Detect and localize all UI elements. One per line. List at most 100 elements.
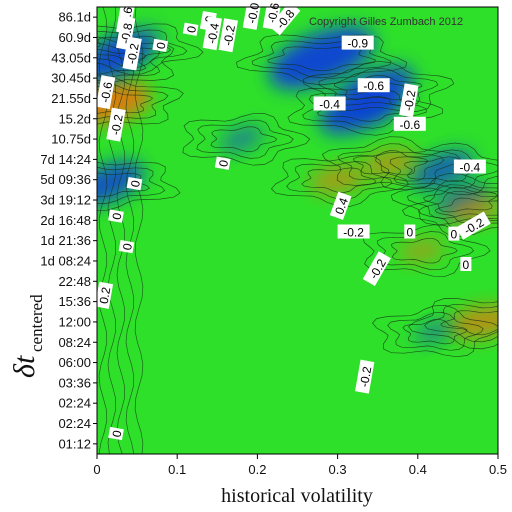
- contour-line: [125, 7, 135, 454]
- copyright-note: Copyright Gilles Zumbach 2012: [309, 16, 463, 28]
- contour-label: 0: [460, 257, 472, 272]
- svg-text:-0.6: -0.6: [363, 79, 384, 93]
- y-tick-label: 03:36: [58, 375, 91, 390]
- contour-line: [376, 231, 475, 271]
- svg-text:0: 0: [154, 41, 169, 50]
- contour-label: -0.6: [95, 75, 115, 110]
- contour-line: [97, 23, 204, 75]
- svg-text:0: 0: [406, 226, 413, 240]
- contour-line: [389, 149, 498, 189]
- y-tick-label: 5d 09:36: [40, 172, 91, 187]
- contour-line: [401, 184, 498, 237]
- contour-label: 0: [108, 426, 125, 441]
- contour-line: [134, 7, 144, 454]
- y-tick-label: 15:36: [58, 294, 91, 309]
- svg-text:-0.6: -0.6: [399, 118, 420, 132]
- y-tick-label: 7d 14:24: [40, 152, 91, 167]
- svg-text:-0.2: -0.2: [401, 89, 418, 112]
- heatmap-feature-6: [448, 305, 498, 339]
- x-tick-label: 0.2: [248, 462, 266, 477]
- y-axis-label-sub: centered: [27, 294, 46, 352]
- svg-text:-0.2: -0.2: [343, 226, 364, 240]
- contour-line: [440, 310, 498, 336]
- y-tick-label: 2d 16:48: [40, 213, 91, 228]
- y-tick-label: 30.45d: [51, 71, 91, 86]
- contour-line: [352, 150, 429, 176]
- x-axis: 0 0.1 0.2 0.3 0.4 0.5: [93, 454, 507, 477]
- contour-label: -0.2: [355, 359, 374, 394]
- svg-text:0: 0: [120, 242, 135, 251]
- contour-line: [235, 34, 408, 86]
- contour-line: [423, 186, 498, 213]
- contour-label: 0: [152, 38, 169, 53]
- contour-line: [418, 190, 498, 231]
- y-axis-label-main: δt: [8, 355, 41, 378]
- svg-text:0: 0: [216, 159, 231, 168]
- y-tick-label: 01:12: [58, 436, 91, 451]
- contour-label: -0.2: [122, 36, 142, 71]
- contour-line: [286, 161, 393, 200]
- contour-line: [321, 136, 461, 188]
- y-tick-label: 1d 08:24: [40, 253, 91, 268]
- contour-label: 0: [118, 239, 135, 254]
- y-tick-label: 08:24: [58, 335, 91, 350]
- contour-label: 0: [448, 226, 460, 242]
- contour-label: -0.2: [218, 18, 238, 53]
- heatmap-feature-15: [414, 319, 454, 345]
- x-tick-label: 0.4: [409, 462, 427, 477]
- plot-frame: [96, 6, 499, 455]
- contour-label: 0: [108, 209, 125, 223]
- contour-label: -0.2: [106, 107, 126, 142]
- svg-text:-0.4: -0.4: [205, 22, 222, 45]
- contour-line: [97, 29, 188, 68]
- y-tick-label: 21.55d: [51, 91, 91, 106]
- x-tick-label: 0.3: [329, 462, 347, 477]
- contour-line: [116, 7, 126, 454]
- contour-line: [97, 82, 169, 120]
- heatmap-feature-9: [361, 149, 418, 178]
- contour-line: [97, 49, 147, 75]
- contour-label: -0.2: [399, 83, 419, 118]
- contour-line: [402, 318, 468, 345]
- y-tick-label: 60.9d: [58, 30, 91, 45]
- contour-line: [406, 179, 498, 219]
- contour-label: -0.2: [337, 224, 370, 240]
- svg-text:-0.2: -0.2: [221, 24, 238, 47]
- svg-text:-0.2: -0.2: [124, 42, 141, 65]
- y-tick-label: 22:48: [58, 274, 91, 289]
- contour-line: [390, 172, 498, 226]
- contour-line: [301, 167, 377, 193]
- svg-text:-0.4: -0.4: [460, 161, 481, 175]
- svg-text:-0.2: -0.2: [357, 365, 374, 388]
- contour-label: 0: [404, 224, 416, 240]
- contour-line: [334, 74, 423, 100]
- contour-line: [210, 126, 278, 152]
- svg-text:0: 0: [463, 258, 470, 272]
- contour-line: [424, 304, 498, 343]
- svg-text:0.2: 0.2: [97, 286, 114, 305]
- y-tick-label: 3d 19:12: [40, 193, 91, 208]
- heatmap-feature-5: [445, 195, 498, 225]
- svg-text:0: 0: [128, 179, 143, 188]
- svg-text:-0.9: -0.9: [347, 37, 368, 51]
- heatmap-feature-14: [219, 125, 264, 153]
- heatmap-feature-8: [399, 238, 445, 263]
- svg-text:-0.6: -0.6: [98, 81, 115, 104]
- heatmap-feature-7: [309, 165, 366, 194]
- y-tick-label: 10.75d: [51, 132, 91, 147]
- y-tick-label: 06:00: [58, 355, 91, 370]
- contour-line: [372, 305, 498, 358]
- contour-line: [97, 35, 172, 61]
- contour-line: [387, 312, 484, 351]
- contour-label: -0.6: [393, 116, 426, 132]
- svg-text:-0.4: -0.4: [319, 98, 340, 112]
- contour-label: 0: [182, 22, 199, 36]
- contour-label: -0.4: [313, 96, 346, 112]
- svg-text:0: 0: [110, 211, 125, 220]
- contour-label: 0.4: [329, 191, 352, 220]
- x-tick-label: 0.5: [489, 462, 507, 477]
- y-axis-label: δt centered: [8, 294, 46, 378]
- contour-label: -0.4: [453, 159, 486, 175]
- contour-label: 0.2: [94, 281, 114, 309]
